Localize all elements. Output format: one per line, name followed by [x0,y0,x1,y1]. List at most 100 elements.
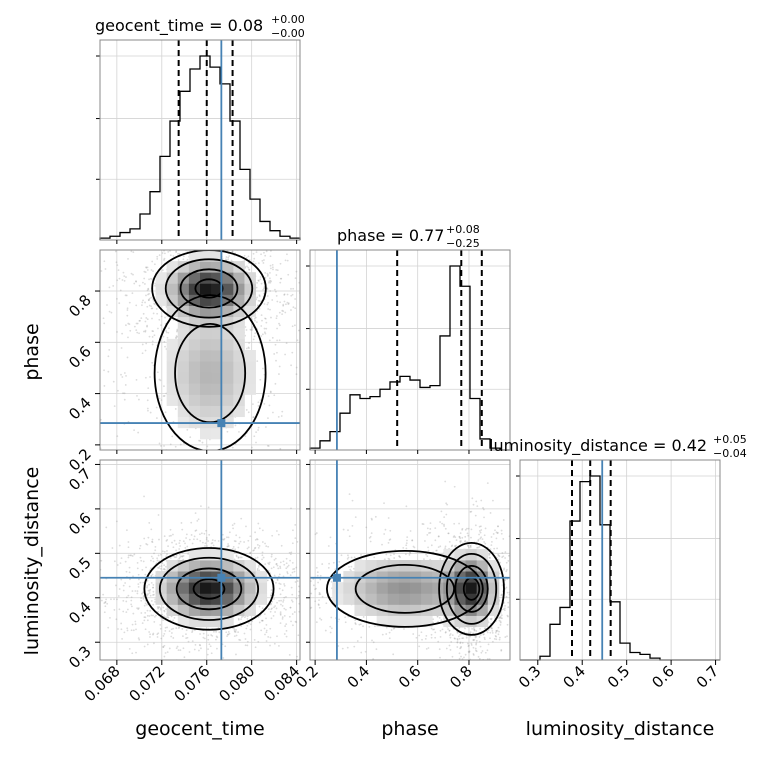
scatter-point [460,540,462,542]
scatter-point [151,330,154,332]
scatter-point [115,261,118,264]
scatter-point [160,324,162,327]
scatter-point [247,622,250,624]
scatter-point [278,599,281,602]
scatter-point [475,642,478,645]
scatter-point [251,329,254,331]
scatter-point [158,397,161,400]
scatter-point [469,631,472,634]
scatter-point [381,543,383,546]
scatter-point [251,327,253,329]
scatter-point [136,394,138,397]
scatter-point [145,266,147,269]
scatter-point [272,268,274,271]
scatter-point [123,372,126,374]
density-cell [188,394,201,406]
scatter-point [187,550,190,553]
scatter-point [503,607,506,610]
scatter-point [278,322,280,325]
scatter-point [263,331,266,334]
scatter-point [150,574,153,577]
scatter-point [459,641,462,644]
scatter-point [130,250,133,253]
scatter-point [237,243,239,245]
scatter-point [458,535,461,538]
scatter-point [253,257,256,260]
scatter-point [304,568,306,570]
scatter-point [198,649,200,652]
scatter-point [499,561,502,564]
scatter-point [456,632,459,634]
scatter-point [478,530,481,532]
scatter-point [385,626,388,629]
scatter-point [265,631,268,634]
scatter-point [149,633,152,636]
scatter-point [464,540,467,542]
scatter-point [119,289,122,292]
scatter-point [276,327,278,330]
scatter-point [206,653,209,656]
scatter-point [148,615,151,617]
scatter-point [443,516,446,519]
density-cell [211,283,223,295]
scatter-point [134,590,137,592]
scatter-point [137,585,140,588]
scatter-point [275,530,278,532]
scatter-point [237,556,240,559]
scatter-point [180,522,183,524]
scatter-point [276,564,279,567]
density-cell [222,582,234,594]
scatter-point [150,296,153,299]
scatter-point [231,250,234,253]
scatter-point [254,262,257,265]
scatter-point [153,642,155,645]
scatter-point [198,439,200,442]
scatter-point [409,530,412,532]
density-cell [211,316,223,329]
scatter-point [144,457,146,459]
scatter-point [513,517,515,519]
scatter-point [274,611,276,613]
scatter-point [226,633,229,636]
scatter-point [369,535,372,538]
hist-phase-border [309,249,511,451]
scatter-point [227,256,230,259]
scatter-point [501,552,504,554]
scatter-point [266,288,269,291]
scatter-point [128,566,131,569]
scatter-point [432,628,434,631]
density-cell [200,560,212,572]
scatter-point [215,630,218,633]
scatter-point [475,650,478,653]
scatter-point [131,555,134,557]
scatter-point [302,368,304,370]
scatter-point [152,312,155,315]
scatter-point [256,544,259,546]
scatter-point [489,548,492,551]
scatter-point [143,616,146,619]
scatter-point [194,512,197,515]
scatter-point [453,522,456,525]
scatter-point [279,622,282,625]
scatter-point [116,279,119,282]
scatter-point [265,623,268,626]
scatter-point [302,383,304,385]
scatter-point [255,441,257,444]
density-cell [188,615,201,628]
scatter-point [513,613,515,615]
density-cell [244,294,256,306]
scatter-point [141,622,144,625]
scatter-point [468,650,471,653]
contour-geocent_time-luminosity_distance-0-0 [192,578,226,600]
scatter-point [182,258,185,261]
scatter-point [139,581,142,584]
scatter-point [113,598,115,601]
scatter-point [116,435,119,438]
scatter-point [296,339,299,342]
scatter-point [257,401,260,404]
density-cell [211,372,223,384]
scatter-point [152,590,155,593]
scatter-point [202,632,205,635]
scatter-point [165,330,168,332]
scatter-point [265,250,268,253]
